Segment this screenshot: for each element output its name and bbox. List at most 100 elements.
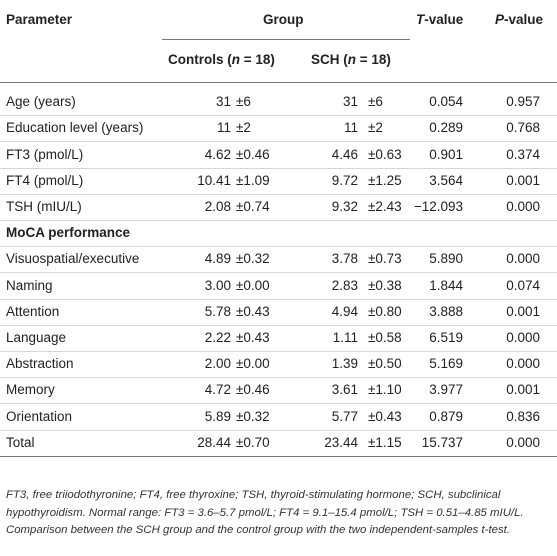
t-value: 0.289 <box>429 120 463 136</box>
parameter: Memory <box>6 382 55 398</box>
row-rule <box>0 220 557 221</box>
sch-mean: 31 <box>342 94 358 110</box>
sch-sd: ±1.10 <box>368 382 402 398</box>
row-rule <box>0 324 557 326</box>
controls-mean: 28.44 <box>197 434 231 450</box>
header-group: Group <box>263 12 304 27</box>
controls-sd: ±0.74 <box>236 198 270 214</box>
sch-sd: ±1.25 <box>368 172 402 188</box>
p-value: 0.374 <box>506 146 540 162</box>
text: Controls ( <box>168 52 232 67</box>
header-controls: Controls (n = 18) <box>168 51 275 69</box>
text: = 18) <box>356 52 391 67</box>
sch-sd: ±2.43 <box>368 198 402 214</box>
parameter: Abstraction <box>6 356 74 372</box>
t-value: 3.564 <box>429 172 463 188</box>
row-rule <box>0 403 557 405</box>
text: -value <box>504 12 544 27</box>
sch-mean: 11 <box>343 120 358 136</box>
sch-sd: ±6 <box>368 94 383 110</box>
header-parameter: Parameter <box>6 12 73 27</box>
controls-sd: ±0.46 <box>236 146 270 162</box>
group-rule <box>162 39 410 40</box>
header-p-value: P-value <box>495 11 543 29</box>
text: n <box>231 52 240 67</box>
sch-sd: ±0.58 <box>368 329 402 345</box>
controls-mean: 2.00 <box>204 356 231 372</box>
sch-mean: 3.78 <box>331 251 358 267</box>
row-rule <box>0 246 557 248</box>
controls-sd: ±0.00 <box>236 356 270 372</box>
p-value: 0.000 <box>506 434 540 450</box>
sch-mean: 23.44 <box>324 434 358 450</box>
controls-sd: ±0.70 <box>236 434 270 450</box>
row-rule <box>0 377 557 379</box>
controls-mean: 4.62 <box>204 146 231 162</box>
sch-sd: ±0.80 <box>368 303 402 319</box>
p-value: 0.000 <box>506 198 540 214</box>
sch-mean: 1.11 <box>332 329 358 345</box>
text: n <box>347 52 356 67</box>
parameter: Language <box>6 329 67 345</box>
section-label: MoCA performance <box>6 225 131 241</box>
sch-sd: ±2 <box>368 120 383 136</box>
p-value: 0.000 <box>506 251 540 267</box>
p-value: 0.836 <box>506 408 540 424</box>
row-rule <box>0 193 557 195</box>
parameter: Naming <box>6 277 53 293</box>
text: P <box>495 12 505 27</box>
row-rule <box>0 272 557 274</box>
sch-sd: ±0.38 <box>368 277 402 293</box>
p-value: 0.074 <box>506 277 540 293</box>
footnote: FT3, free triiodothyronine; FT4, free th… <box>6 489 524 536</box>
t-value: 0.901 <box>429 146 463 162</box>
controls-sd: ±0.43 <box>236 303 270 319</box>
t-value: 1.844 <box>429 277 463 293</box>
p-value: 0.000 <box>506 329 540 345</box>
sch-sd: ±0.43 <box>368 408 402 424</box>
p-value: 0.001 <box>506 303 540 319</box>
controls-sd: ±0.00 <box>236 277 270 293</box>
sch-sd: ±0.50 <box>368 356 402 372</box>
controls-mean: 3.00 <box>204 277 231 293</box>
p-value: 0.000 <box>506 356 540 372</box>
header-sch: SCH (n = 18) <box>311 51 391 69</box>
controls-sd: ±0.32 <box>236 251 270 267</box>
t-value: 15.737 <box>421 434 463 450</box>
t-value: 3.977 <box>429 382 463 398</box>
controls-sd: ±0.32 <box>236 408 270 424</box>
controls-sd: ±0.46 <box>236 382 270 398</box>
t-value: 5.890 <box>429 251 463 267</box>
controls-mean: 2.22 <box>204 329 231 345</box>
sch-mean: 5.77 <box>331 408 358 424</box>
parameter: Education level (years) <box>6 120 144 136</box>
sch-mean: 1.39 <box>331 356 358 372</box>
t-value: −12.093 <box>413 198 463 214</box>
parameter: Attention <box>6 303 60 319</box>
header-t-value: T-value <box>416 11 463 29</box>
row-rule <box>0 167 557 169</box>
p-value: 0.957 <box>506 94 540 110</box>
controls-sd: ±1.09 <box>236 172 270 188</box>
controls-mean: 31 <box>215 94 231 110</box>
t-value: 6.519 <box>429 329 463 345</box>
p-value: 0.001 <box>506 172 540 188</box>
parameter: Total <box>6 434 35 450</box>
controls-mean: 10.41 <box>197 172 231 188</box>
controls-mean: 4.72 <box>204 382 231 398</box>
parameter: Age (years) <box>6 94 76 110</box>
sch-mean: 4.94 <box>331 303 358 319</box>
row-rule <box>0 141 557 143</box>
t-value: 0.879 <box>429 408 463 424</box>
sch-sd: ±1.15 <box>368 434 402 450</box>
parameter: Visuospatial/executive <box>6 251 140 267</box>
row-rule <box>0 115 557 117</box>
sch-mean: 4.46 <box>331 146 358 162</box>
text: SCH ( <box>311 52 348 67</box>
row-rule <box>0 429 557 431</box>
sch-sd: ±0.73 <box>368 251 402 267</box>
controls-mean: 5.78 <box>204 303 231 319</box>
p-value: 0.768 <box>506 120 540 136</box>
controls-mean: 4.89 <box>204 251 231 267</box>
